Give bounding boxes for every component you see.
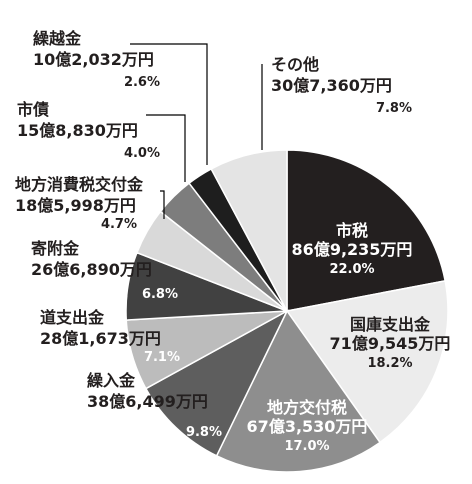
slice-amount-7: 18億5,998万円 [15, 196, 136, 215]
slice-label-10: その他 30億7,360万円 7.8% [271, 55, 412, 116]
leader-line-9 [130, 43, 208, 165]
slice-amount-2: 71億9,545万円 [330, 334, 451, 353]
slice-label-9: 繰越金 10億2,032万円 2.6% [33, 29, 160, 90]
slice-amount-10: 30億7,360万円 [271, 76, 392, 95]
slice-amount-9: 10億2,032万円 [33, 50, 154, 69]
slice-pct-8: 4.0% [124, 146, 160, 161]
slice-amount-1: 86億9,235万円 [292, 240, 413, 259]
slice-pct-3: 17.0% [284, 439, 329, 454]
slice-amount-6: 26億6,890万円 [31, 260, 152, 279]
pie-slice-3 [215, 309, 382, 473]
slice-label-7: 地方消費税交付金 18億5,998万円 4.7% [15, 175, 144, 232]
slice-name-8: 市債 [17, 100, 49, 119]
slice-pct-5: 7.1% [144, 350, 180, 365]
slice-name-10: その他 [271, 55, 319, 74]
slice-label-6: 寄附金 26億6,890万円 6.8% [31, 239, 178, 302]
slice-pct-2: 18.2% [367, 356, 412, 371]
pie-slice-4 [144, 309, 289, 457]
slice-amount-5: 28億1,673万円 [40, 329, 161, 348]
slice-name-7: 地方消費税交付金 [15, 175, 144, 194]
pie-slice-10 [210, 149, 288, 312]
slice-label-5: 道支出金 28億1,673万円 7.1% [40, 308, 180, 365]
pie-slice-2 [285, 279, 449, 444]
slice-label-4: 繰入金 38億6,499万円 9.8% [87, 371, 222, 440]
slice-pct-10: 7.8% [376, 101, 412, 116]
slice-label-8: 市債 15億8,830万円 4.0% [17, 100, 160, 161]
slice-pct-1: 22.0% [329, 262, 374, 277]
leader-lines [130, 43, 263, 219]
slice-name-6: 寄附金 [31, 239, 80, 258]
slice-pct-6: 6.8% [142, 287, 178, 302]
slice-name-2: 国庫支出金 [350, 315, 431, 334]
slice-amount-8: 15億8,830万円 [17, 121, 138, 140]
slice-name-3: 地方交付税 [267, 398, 347, 417]
slice-amount-3: 67億3,530万円 [247, 417, 368, 436]
slice-name-1: 市税 [336, 221, 368, 240]
pie-slices [125, 149, 449, 473]
slice-name-9: 繰越金 [33, 29, 82, 48]
slice-amount-4: 38億6,499万円 [87, 392, 208, 411]
slice-name-5: 道支出金 [40, 308, 105, 327]
slice-pct-4: 9.8% [186, 425, 222, 440]
leader-line-7 [160, 190, 165, 219]
slice-pct-9: 2.6% [124, 75, 160, 90]
slice-pct-7: 4.7% [101, 217, 137, 232]
pie-slice-1 [286, 149, 447, 312]
slice-name-4: 繰入金 [87, 371, 136, 390]
leader-line-8 [146, 114, 186, 182]
